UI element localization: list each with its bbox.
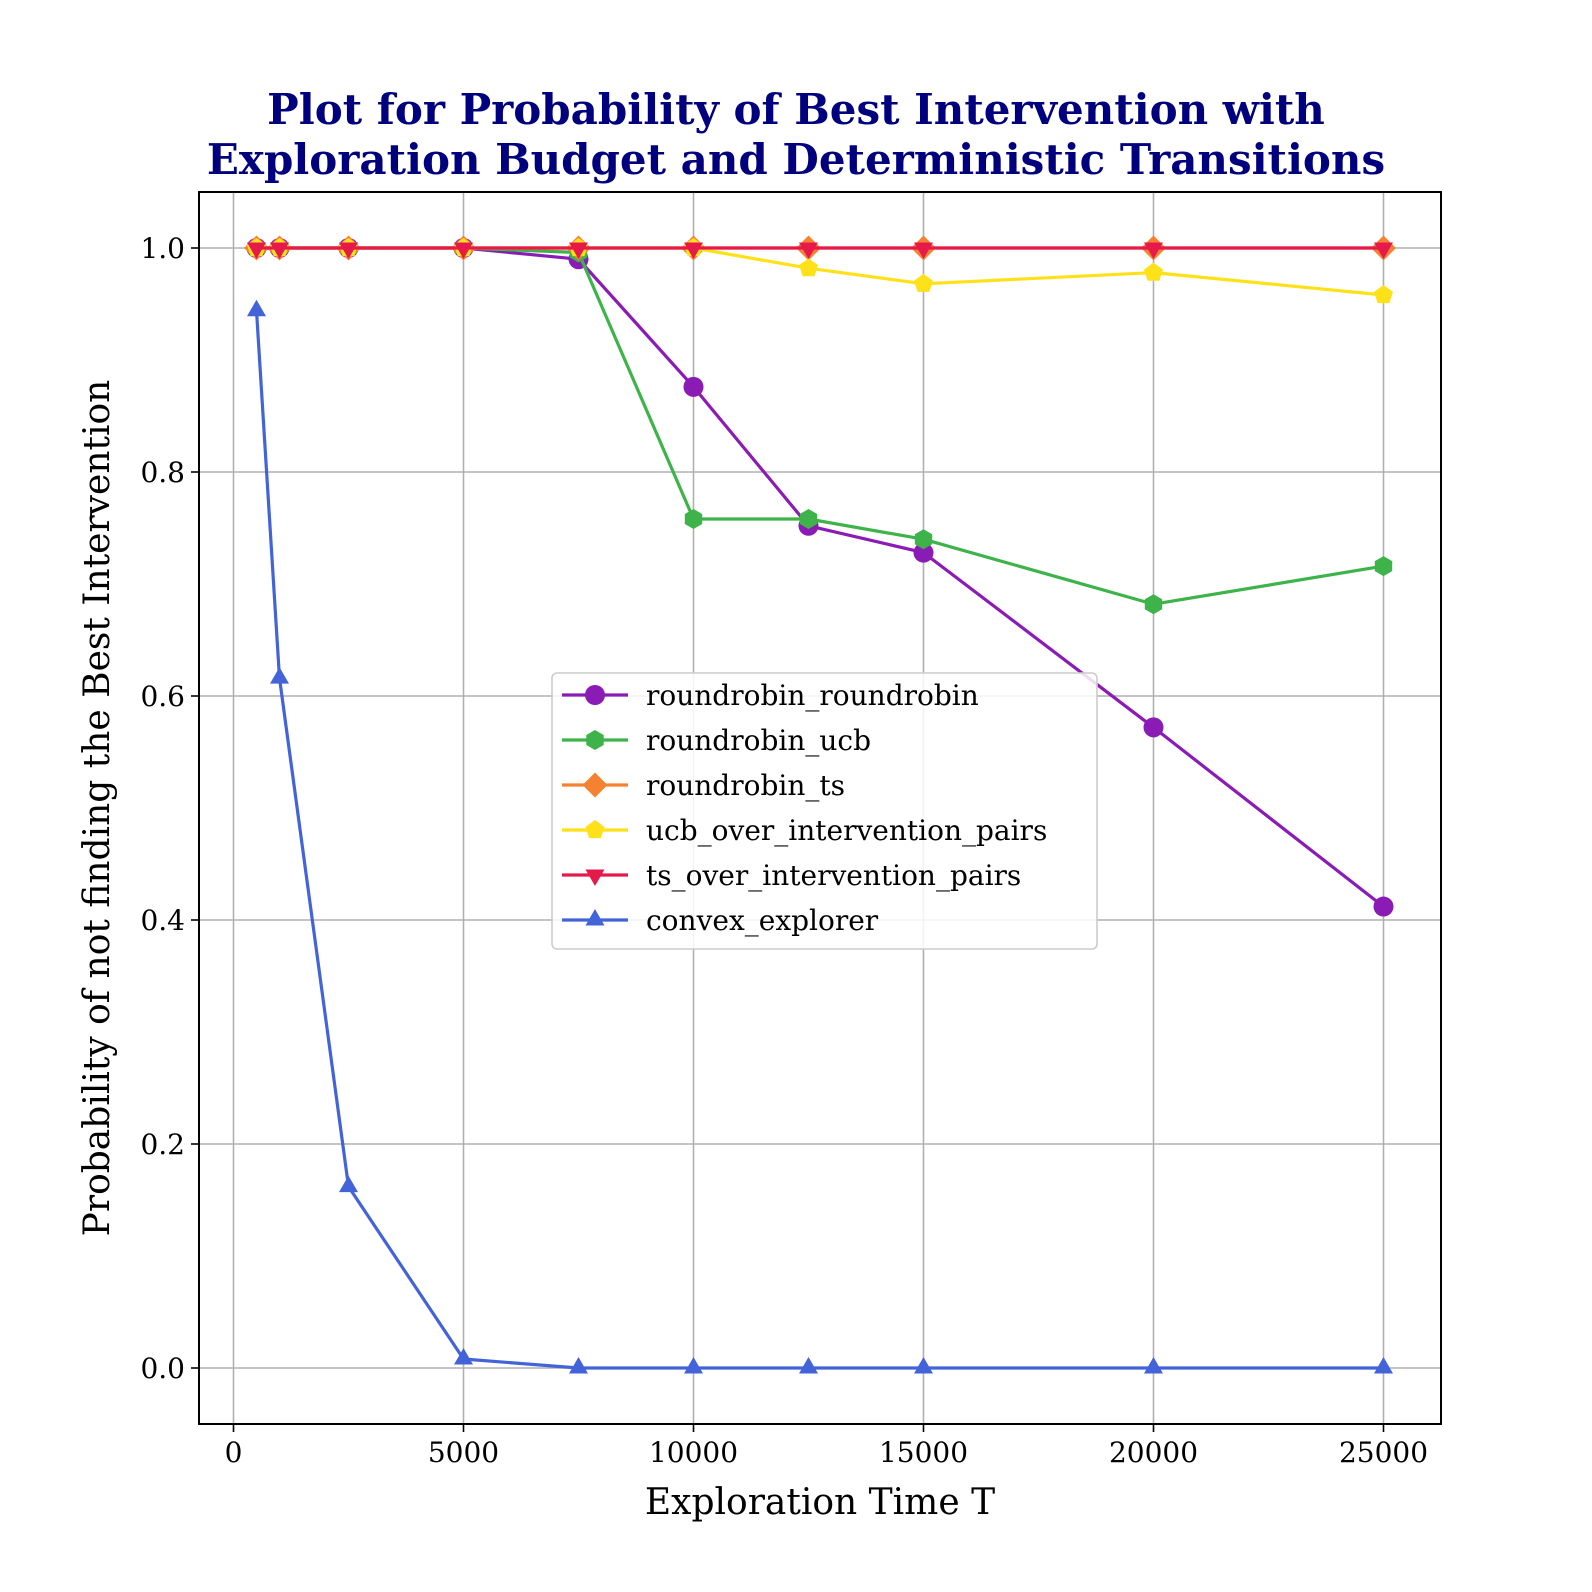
data-point-convex_explorer — [1374, 1357, 1393, 1374]
x-tick-label: 20000 — [1109, 1436, 1198, 1469]
data-point-ucb_over_intervention_pairs — [914, 273, 933, 292]
data-point-roundrobin_roundrobin — [913, 542, 934, 563]
series-ts_over_intervention_pairs — [247, 242, 1393, 259]
data-point-convex_explorer — [914, 1357, 933, 1374]
x-tick-label: 0 — [225, 1436, 243, 1469]
data-point-ts_over_intervention_pairs — [1144, 242, 1163, 259]
data-point-roundrobin_ucb — [1144, 594, 1163, 615]
data-point-roundrobin_roundrobin — [683, 376, 704, 397]
data-point-ts_over_intervention_pairs — [339, 242, 358, 259]
legend-marker-ts_over_intervention_pairs — [585, 869, 605, 886]
y-axis-label: Probability of not finding the Best Inte… — [77, 380, 118, 1237]
y-tick-label: 0.0 — [140, 1352, 185, 1385]
data-point-roundrobin_roundrobin — [1143, 717, 1164, 738]
data-point-roundrobin_roundrobin — [1373, 896, 1394, 917]
x-tick-label: 10000 — [649, 1436, 738, 1469]
legend-label-ucb_over_intervention_pairs: ucb_over_intervention_pairs — [646, 814, 1047, 847]
legend-marker-convex_explorer — [585, 909, 605, 926]
legend-marker-ucb_over_intervention_pairs — [585, 820, 605, 839]
legend-marker-roundrobin_ucb — [586, 730, 604, 750]
x-tick-label: 5000 — [428, 1436, 499, 1469]
data-point-ts_over_intervention_pairs — [1374, 242, 1393, 259]
x-tick-label: 25000 — [1339, 1436, 1428, 1469]
data-point-convex_explorer — [247, 299, 266, 317]
legend-label-roundrobin_roundrobin: roundrobin_roundrobin — [646, 679, 979, 712]
data-point-convex_explorer — [339, 1175, 358, 1193]
data-point-ucb_over_intervention_pairs — [799, 258, 818, 277]
legend-label-roundrobin_ts: roundrobin_ts — [646, 769, 845, 802]
legend-marker-roundrobin_roundrobin — [585, 685, 605, 705]
legend-label-convex_explorer: convex_explorer — [646, 904, 879, 937]
series-convex_explorer — [247, 299, 1393, 1374]
data-point-ts_over_intervention_pairs — [454, 242, 473, 259]
data-point-roundrobin_ucb — [799, 509, 818, 529]
chart-title-line-2: Exploration Budget and Deterministic Tra… — [207, 135, 1385, 184]
x-tick-label: 15000 — [879, 1436, 968, 1469]
series-line-convex_explorer — [254, 310, 1384, 1370]
data-point-convex_explorer — [799, 1357, 818, 1374]
legend-label-roundrobin_ucb: roundrobin_ucb — [646, 724, 871, 757]
data-point-roundrobin_ucb — [1374, 556, 1393, 577]
y-tick-label: 0.6 — [140, 680, 185, 713]
series-roundrobin_ucb — [247, 238, 1393, 615]
chart-title-line-1: Plot for Probability of Best Interventio… — [267, 85, 1325, 134]
series-group — [244, 235, 1396, 1374]
axis-ticks: 0 5000 10000 15000 20000 25000 0.0 0.2 0.4 0.6 0.8… — [140, 232, 1428, 1469]
y-tick-label: 0.8 — [140, 456, 185, 489]
data-point-convex_explorer — [270, 667, 289, 684]
data-point-ucb_over_intervention_pairs — [1374, 285, 1393, 304]
series-line-roundrobin_ucb — [256, 246, 1384, 606]
legend: roundrobin_roundrobin roundrobin_ucbround… — [551, 672, 1098, 950]
data-point-convex_explorer — [684, 1357, 703, 1374]
legend-label-ts_over_intervention_pairs: ts_over_intervention_pairs — [646, 859, 1021, 892]
y-tick-label: 1.0 — [140, 232, 185, 265]
y-tick-label: 0.2 — [140, 1128, 185, 1161]
data-point-ts_over_intervention_pairs — [569, 242, 588, 259]
data-point-convex_explorer — [1144, 1357, 1163, 1374]
x-axis-label: Exploration Time T — [645, 1482, 995, 1523]
data-point-ucb_over_intervention_pairs — [1144, 262, 1163, 281]
legend-box — [551, 672, 1098, 950]
data-point-ts_over_intervention_pairs — [914, 242, 933, 259]
data-point-ts_over_intervention_pairs — [270, 242, 289, 259]
data-point-roundrobin_ucb — [914, 529, 933, 550]
data-point-ts_over_intervention_pairs — [799, 242, 818, 259]
data-point-ts_over_intervention_pairs — [684, 242, 703, 259]
data-point-roundrobin_ucb — [684, 509, 703, 529]
plot-frame — [198, 191, 1442, 1425]
series-line-ucb_over_intervention_pairs — [256, 246, 1384, 297]
y-tick-label: 0.4 — [140, 904, 185, 937]
data-point-ts_over_intervention_pairs — [247, 242, 266, 259]
data-point-convex_explorer — [454, 1348, 473, 1365]
data-point-convex_explorer — [569, 1357, 588, 1374]
legend-marker-roundrobin_ts — [582, 772, 608, 798]
